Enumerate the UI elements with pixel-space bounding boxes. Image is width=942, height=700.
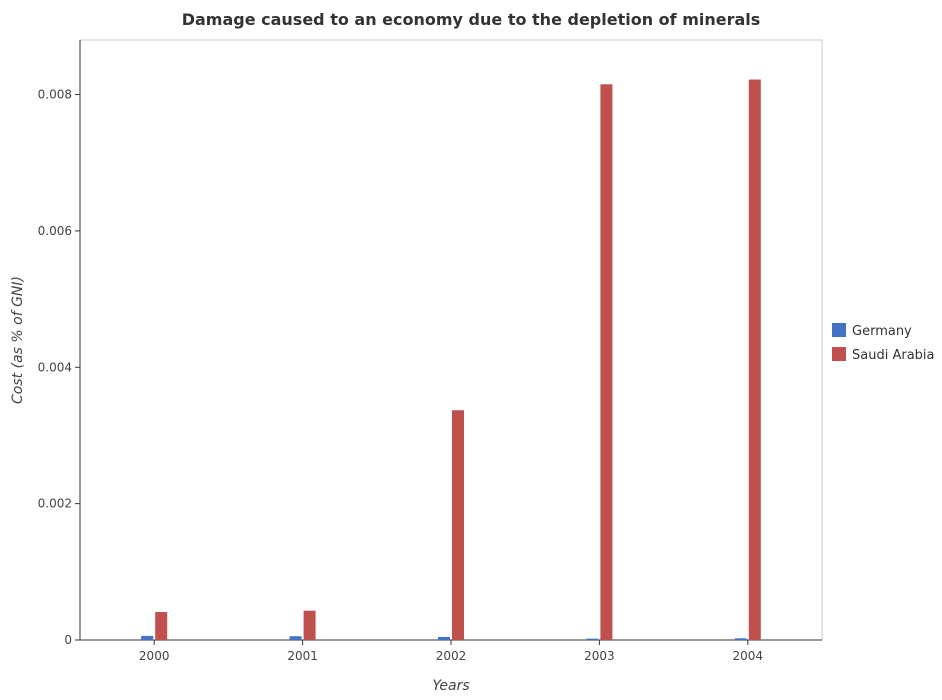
- legend-swatch-saudi-arabia: [832, 347, 846, 361]
- legend-label-germany: Germany: [852, 324, 912, 339]
- bar-germany-2004: [734, 638, 747, 640]
- bar-saudi-arabia-2002: [452, 410, 464, 640]
- bar-germany-2001: [289, 636, 302, 640]
- x-tick-label: 2000: [139, 649, 170, 663]
- bar-saudi-arabia-2003: [600, 84, 613, 641]
- legend: Germany Saudi Arabia: [832, 323, 935, 363]
- bar-germany-2002: [438, 636, 450, 640]
- x-tick-label: 2001: [287, 649, 318, 663]
- y-tick-label: 0.006: [38, 224, 72, 238]
- y-tick-label: 0: [64, 633, 72, 647]
- bar-saudi-arabia-2001: [303, 610, 316, 640]
- bar-saudi-arabia-2000: [155, 612, 168, 640]
- y-tick-label: 0.002: [38, 497, 72, 511]
- bar-saudi-arabia-2004: [748, 79, 761, 640]
- x-tick-label: 2003: [584, 649, 615, 663]
- bars-group: [141, 79, 761, 641]
- x-axis-label: Years: [432, 678, 469, 694]
- y-axis-label: Cost (as % of GNI): [10, 276, 26, 404]
- chart-title: Damage caused to an economy due to the d…: [182, 10, 761, 29]
- legend-swatch-germany: [832, 323, 846, 337]
- y-axis: 0 0.002 0.004 0.006 0.008: [38, 40, 81, 647]
- x-tick-label: 2002: [436, 649, 467, 663]
- y-tick-label: 0.004: [38, 360, 72, 374]
- legend-label-saudi-arabia: Saudi Arabia: [852, 348, 935, 363]
- x-axis: 2000 2001 2002 2003 2004: [80, 639, 822, 663]
- bar-germany-2003: [586, 638, 599, 640]
- y-tick-label: 0.008: [38, 88, 72, 102]
- x-tick-label: 2004: [733, 649, 764, 663]
- bar-germany-2000: [141, 635, 154, 640]
